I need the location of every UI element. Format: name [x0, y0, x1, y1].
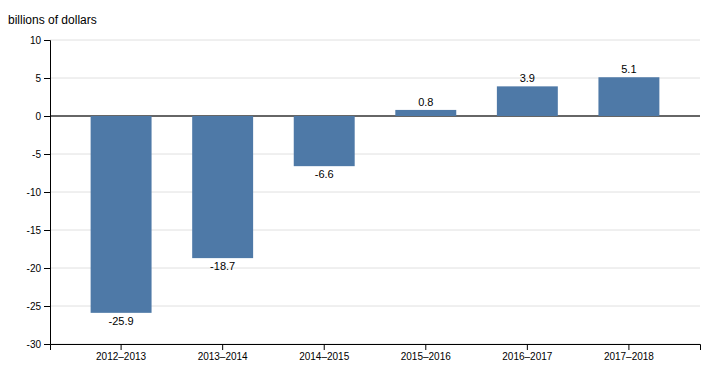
tick: -15 [27, 225, 50, 236]
x-axis: 2012–2013 2013–2014 2014–2015 2015–2016 2016… [51, 344, 701, 362]
tick-label: -25 [27, 301, 42, 312]
tick-mark [44, 116, 50, 117]
tick-label: 2012–2013 [96, 351, 146, 362]
tick: -30 [27, 339, 50, 350]
data-label: -6.6 [315, 168, 334, 180]
tick: 2012–2013 [96, 344, 146, 362]
bar [395, 110, 456, 116]
data-label: -25.9 [109, 315, 134, 327]
data-label: 5.1 [621, 63, 636, 75]
data-label: -18.7 [210, 260, 235, 272]
tick: 2013–2014 [198, 344, 248, 362]
tick: 2017–2018 [604, 344, 654, 362]
tick: 10 [30, 35, 50, 46]
tick: 2015–2016 [401, 344, 451, 362]
tick-label: -15 [27, 225, 42, 236]
bars [91, 77, 660, 313]
chart: -30-25-20-15-10-505102012–20132013–20142… [0, 0, 720, 376]
axis-domain [44, 41, 51, 345]
tick-mark [44, 306, 50, 307]
tick-label: -10 [27, 187, 42, 198]
tick-mark [44, 344, 50, 345]
tick-label: 0 [35, 111, 41, 122]
axis-domain [51, 345, 701, 351]
tick-mark [44, 78, 50, 79]
tick: -20 [27, 263, 50, 274]
tick-label: 2015–2016 [401, 351, 451, 362]
tick-label: -20 [27, 263, 42, 274]
bar [497, 86, 558, 116]
tick: -10 [27, 187, 50, 198]
bar [294, 116, 355, 166]
tick-mark [44, 268, 50, 269]
tick: 2014–2015 [299, 344, 349, 362]
tick-label: 2016–2017 [502, 351, 552, 362]
grid-line [50, 40, 700, 41]
tick-label: 2014–2015 [299, 351, 349, 362]
axis-title: billions of dollars [8, 13, 97, 27]
grid [50, 40, 700, 344]
tick: -5 [32, 149, 50, 160]
plot: -30-25-20-15-10-505102012–20132013–20142… [27, 35, 701, 362]
tick-label: 5 [35, 73, 41, 84]
tick-label: -5 [32, 149, 41, 160]
tick-mark [44, 40, 50, 41]
tick-mark [121, 344, 122, 350]
data-label: 0.8 [418, 96, 433, 108]
y-axis: -30 -25 -20 -15 -10 -5 0 5 10 [27, 35, 51, 350]
bar [598, 77, 659, 116]
tick-mark [44, 192, 50, 193]
tick-mark [44, 230, 50, 231]
tick-label: 2017–2018 [604, 351, 654, 362]
tick-mark [425, 344, 426, 350]
tick-label: 2013–2014 [198, 351, 248, 362]
tick-mark [44, 154, 50, 155]
tick: 0 [35, 111, 50, 122]
tick: -25 [27, 301, 50, 312]
data-label: 3.9 [520, 72, 535, 84]
tick-label: 10 [30, 35, 42, 46]
tick-mark [222, 344, 223, 350]
bar [192, 116, 253, 258]
tick-mark [527, 344, 528, 350]
data-labels: -25.9 -18.7 -6.6 0.8 3.9 5.1 [109, 63, 637, 327]
tick: 2016–2017 [502, 344, 552, 362]
tick: 5 [35, 73, 50, 84]
bar [91, 116, 152, 313]
tick-mark [324, 344, 325, 350]
tick-label: -30 [27, 339, 42, 350]
tick-mark [628, 344, 629, 350]
